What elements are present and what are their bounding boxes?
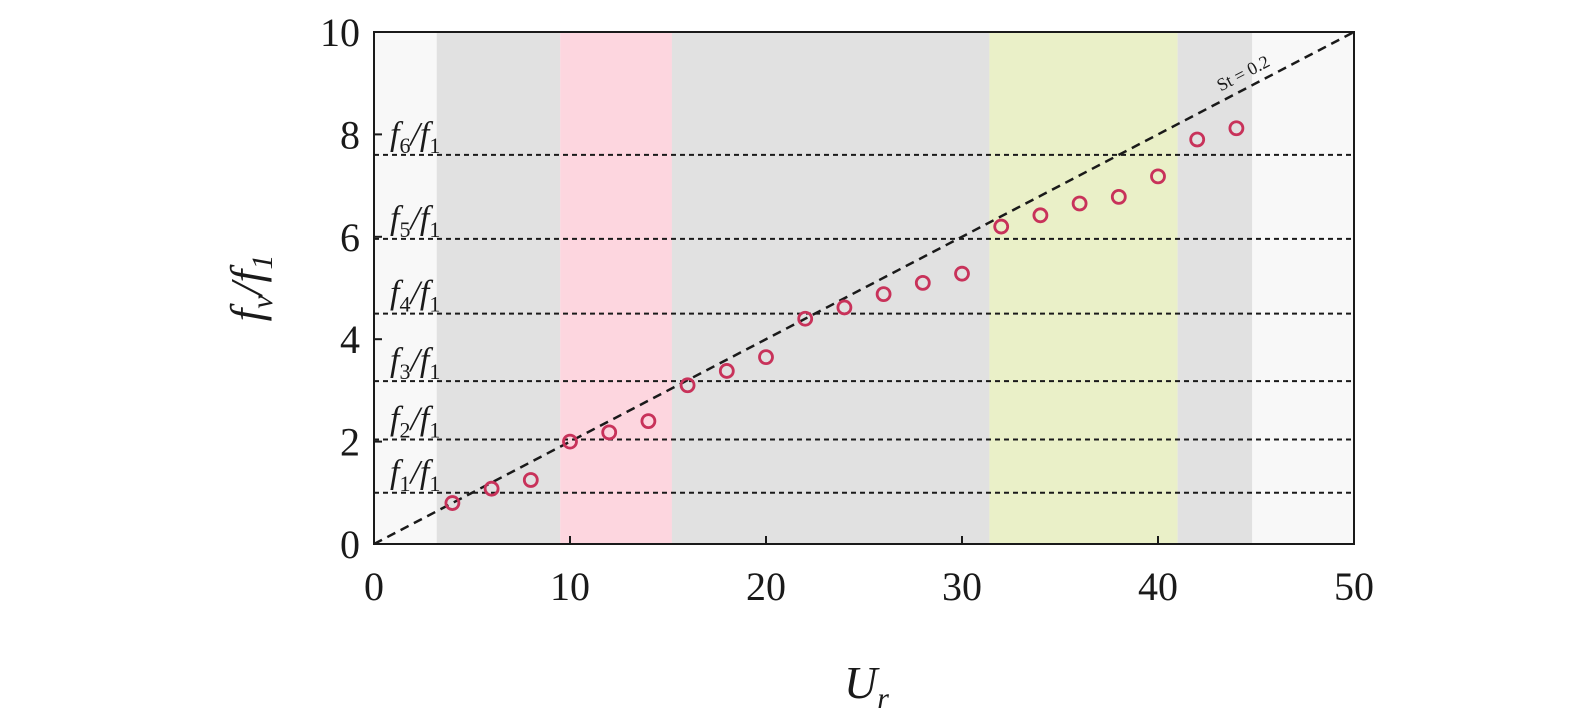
- x-axis-title: Ur: [844, 657, 889, 715]
- y-axis-title: fv/f1: [221, 255, 279, 322]
- strouhal-line: [373, 30, 1355, 546]
- x-tick-label: 50: [1334, 564, 1374, 609]
- x-tick-label: 30: [942, 564, 982, 609]
- x-tick-label: 0: [364, 564, 384, 609]
- y-tick-label: 10: [320, 10, 360, 55]
- regime-region: [989, 32, 1178, 544]
- regime-region: [1177, 32, 1253, 544]
- plot-frame-layer: [373, 31, 1355, 545]
- data-point: [483, 480, 500, 497]
- data-point: [522, 472, 539, 488]
- data-point: [758, 349, 774, 366]
- frequency-ratio-lines: [374, 153, 1354, 494]
- data-point: [1228, 120, 1245, 137]
- data-point: [444, 495, 461, 511]
- data-point: [836, 299, 853, 316]
- data-point: [954, 265, 970, 282]
- x-tick-label: 10: [550, 564, 590, 609]
- data-point: [562, 433, 578, 450]
- y-tick-label: 8: [340, 112, 360, 157]
- data-point: [797, 310, 814, 327]
- data-point: [1032, 207, 1049, 224]
- data-point: [993, 218, 1010, 235]
- y-tick-label: 0: [340, 522, 360, 567]
- data-point: [679, 377, 696, 394]
- strouhal-line-layer: [373, 30, 1355, 546]
- data-point: [1189, 131, 1206, 148]
- plot-frame: [373, 31, 1355, 545]
- data-point: [875, 286, 892, 303]
- regime-region: [436, 32, 561, 544]
- regime-regions: [436, 32, 1253, 544]
- data-point: [1071, 195, 1088, 212]
- data-point: [1150, 168, 1166, 185]
- y-tick-label: 4: [340, 317, 360, 362]
- data-point: [640, 413, 657, 430]
- data-points: [444, 120, 1245, 511]
- x-tick-label: 40: [1138, 564, 1178, 609]
- frequency-ratio-label: f4/f1: [390, 275, 440, 317]
- data-point: [601, 424, 618, 441]
- axis-ticks: 0 10 20 30 40 50 0 2 4 6 8 10: [320, 10, 1374, 609]
- regime-region: [560, 32, 672, 544]
- data-point: [718, 363, 735, 379]
- data-point: [1110, 188, 1127, 205]
- y-tick-label: 2: [340, 420, 360, 465]
- y-tick-label: 6: [340, 215, 360, 260]
- data-point: [914, 274, 931, 291]
- x-tick-label: 20: [746, 564, 786, 609]
- regime-region: [671, 32, 990, 544]
